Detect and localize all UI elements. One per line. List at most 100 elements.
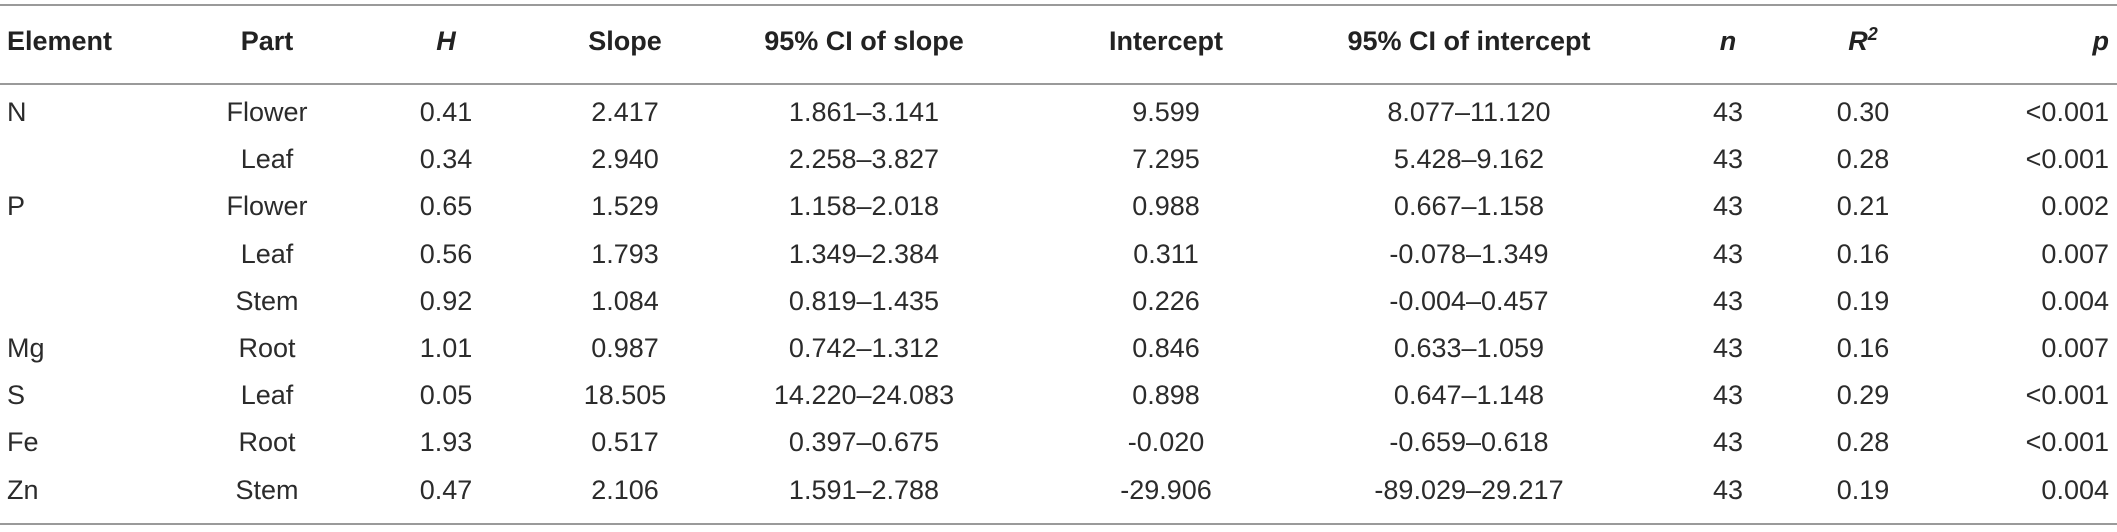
table-cell: -0.020 [1127, 427, 1205, 458]
table-cell: Leaf [240, 380, 294, 411]
table-cell: 1.158–2.018 [788, 191, 940, 222]
header-cell: Intercept [1109, 24, 1223, 58]
header-cell: p [2093, 24, 2110, 58]
table-cell: 43 [1712, 427, 1744, 458]
table-cell: 0.007 [2041, 333, 2109, 363]
table-cell: -89.029–29.217 [1374, 474, 1564, 505]
header-cell: Element [7, 24, 112, 58]
table-cell: 9.599 [1132, 97, 1200, 127]
table-cell: 0.517 [591, 427, 659, 458]
table-cell: Stem [235, 285, 299, 316]
table-cell: 0.16 [1836, 333, 1890, 363]
header-rule [0, 83, 2117, 85]
table-cell: 1.529 [591, 191, 659, 222]
table-cell: <0.001 [2025, 380, 2109, 411]
table-cell: 0.19 [1836, 285, 1890, 316]
table-cell: 43 [1712, 285, 1744, 316]
header-cell: Part [241, 24, 294, 58]
table-cell: 0.34 [419, 144, 473, 175]
table-cell: 1.01 [419, 333, 473, 363]
table-cell: 0.30 [1836, 97, 1890, 127]
table-cell: 14.220–24.083 [773, 380, 955, 411]
table-cell: 0.16 [1836, 238, 1890, 269]
table-cell: 0.988 [1132, 191, 1200, 222]
table-cell: -29.906 [1120, 474, 1212, 505]
table-cell: 0.47 [419, 474, 473, 505]
table-cell: 43 [1712, 333, 1744, 363]
table-cell: 0.05 [419, 380, 473, 411]
table-cell: 7.295 [1132, 144, 1200, 175]
table-cell: 0.19 [1836, 474, 1890, 505]
table-cell: 5.428–9.162 [1393, 144, 1545, 175]
table-cell: 1.793 [591, 238, 659, 269]
table-cell: 43 [1712, 474, 1744, 505]
table-cell: 0.56 [419, 238, 473, 269]
table-cell: 0.742–1.312 [788, 333, 940, 363]
table-cell: Zn [7, 474, 39, 505]
table-cell: 0.397–0.675 [788, 427, 940, 458]
table-cell: 2.940 [591, 144, 659, 175]
table-cell: Root [238, 427, 296, 458]
table-cell: 0.004 [2041, 474, 2109, 505]
table-cell: 0.898 [1132, 380, 1200, 411]
header-text: Slope [588, 26, 662, 56]
table-cell: Leaf [240, 144, 294, 175]
header-text: H [436, 26, 456, 56]
table-cell: 0.21 [1836, 191, 1890, 222]
table-cell: 0.987 [591, 333, 659, 363]
header-cell: n [1720, 24, 1737, 58]
top-rule [0, 4, 2117, 6]
table-cell: <0.001 [2025, 97, 2109, 127]
header-cell: 95% CI of intercept [1347, 24, 1590, 58]
header-text: R [1848, 26, 1868, 56]
table-cell: 0.29 [1836, 380, 1890, 411]
table-cell: 0.311 [1133, 238, 1199, 269]
table-cell: 1.591–2.788 [788, 474, 940, 505]
table-cell: Stem [235, 474, 299, 505]
table-cell: Flower [226, 191, 308, 222]
table-cell: Fe [7, 427, 39, 458]
table-cell: 0.633–1.059 [1393, 333, 1545, 363]
table-cell: 0.007 [2041, 238, 2109, 269]
table-cell: Flower [226, 97, 308, 127]
table-cell: P [7, 191, 26, 222]
table-cell: 43 [1712, 380, 1744, 411]
table-cell: 0.226 [1132, 285, 1200, 316]
table-cell: 0.28 [1836, 144, 1890, 175]
table-cell: -0.078–1.349 [1389, 238, 1549, 269]
table-cell: -0.659–0.618 [1389, 427, 1549, 458]
table-cell: 0.28 [1836, 427, 1890, 458]
header-text: Element [7, 26, 113, 56]
table-cell: -0.004–0.457 [1389, 285, 1549, 316]
table-cell: 1.084 [591, 285, 659, 316]
table-cell: 1.93 [419, 427, 473, 458]
header-cell: 95% CI of slope [764, 24, 964, 58]
table-cell: 0.647–1.148 [1393, 380, 1545, 411]
table-cell: 43 [1712, 191, 1744, 222]
table-cell: 2.417 [591, 97, 659, 127]
table-cell: 0.002 [2041, 191, 2109, 222]
header-superscript: 2 [1867, 24, 1878, 44]
table-cell: 1.349–2.384 [788, 238, 940, 269]
table-cell: <0.001 [2025, 427, 2109, 458]
table-cell: 0.92 [419, 285, 473, 316]
header-text: n [1719, 26, 1737, 56]
header-text: Part [240, 26, 294, 56]
header-text: Intercept [1108, 26, 1224, 56]
table-cell: 1.861–3.141 [788, 97, 940, 127]
table-cell: 0.667–1.158 [1393, 191, 1545, 222]
table-cell: 43 [1712, 97, 1744, 127]
table-cell: 0.846 [1132, 333, 1200, 363]
table-cell: N [7, 97, 27, 127]
header-text: 95% CI of slope [764, 26, 964, 56]
table-cell: Root [238, 333, 296, 363]
table-cell: 18.505 [583, 380, 667, 411]
table-cell: 0.41 [419, 97, 473, 127]
table-cell: 0.819–1.435 [788, 285, 940, 316]
table-cell: 2.106 [591, 474, 659, 505]
table-cell: 43 [1712, 238, 1744, 269]
table-cell: 0.004 [2041, 285, 2109, 316]
table-cell: Mg [7, 333, 45, 363]
table-cell: Leaf [240, 238, 294, 269]
